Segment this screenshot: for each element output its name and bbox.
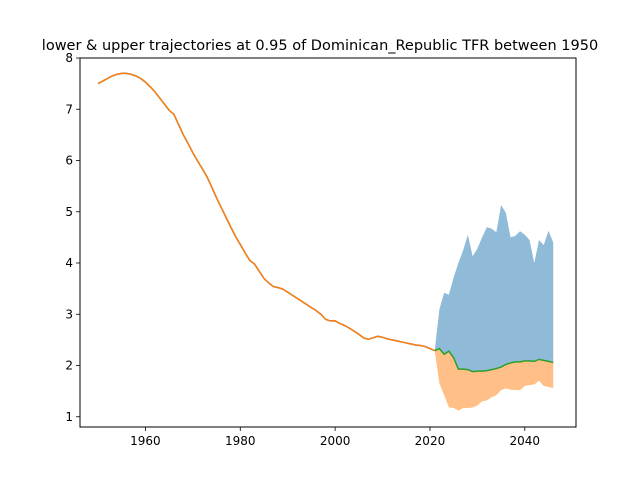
y-axis: 1 2 3 4 5 6 7 8: [65, 51, 80, 424]
y-tick-label: 2: [65, 359, 73, 373]
x-axis: 1960 1980 2000 2020 2040: [130, 427, 540, 448]
confidence-bands: [434, 205, 554, 411]
lower-band: [434, 348, 554, 411]
axes-frame: [79, 57, 577, 428]
upper-band: [434, 205, 554, 372]
x-tick-label: 1960: [130, 434, 161, 448]
y-tick-label: 7: [65, 102, 73, 116]
series-lines: [97, 72, 554, 373]
y-tick-label: 6: [65, 154, 73, 168]
x-tick-label: 1980: [225, 434, 256, 448]
x-tick-label: 2000: [320, 434, 351, 448]
y-tick-label: 8: [65, 51, 73, 65]
x-tick-label: 2020: [415, 434, 446, 448]
x-tick-label: 2040: [510, 434, 541, 448]
y-tick-label: 4: [65, 256, 73, 270]
chart-title: lower & upper trajectories at 0.95 of Do…: [42, 38, 598, 54]
y-tick-label: 1: [65, 410, 73, 424]
median-line: [434, 347, 554, 373]
y-tick-label: 3: [65, 307, 73, 321]
historical-line-under: [97, 72, 435, 352]
historical-line: [97, 72, 435, 352]
plot-area: [97, 72, 554, 411]
y-tick-label: 5: [65, 205, 73, 219]
